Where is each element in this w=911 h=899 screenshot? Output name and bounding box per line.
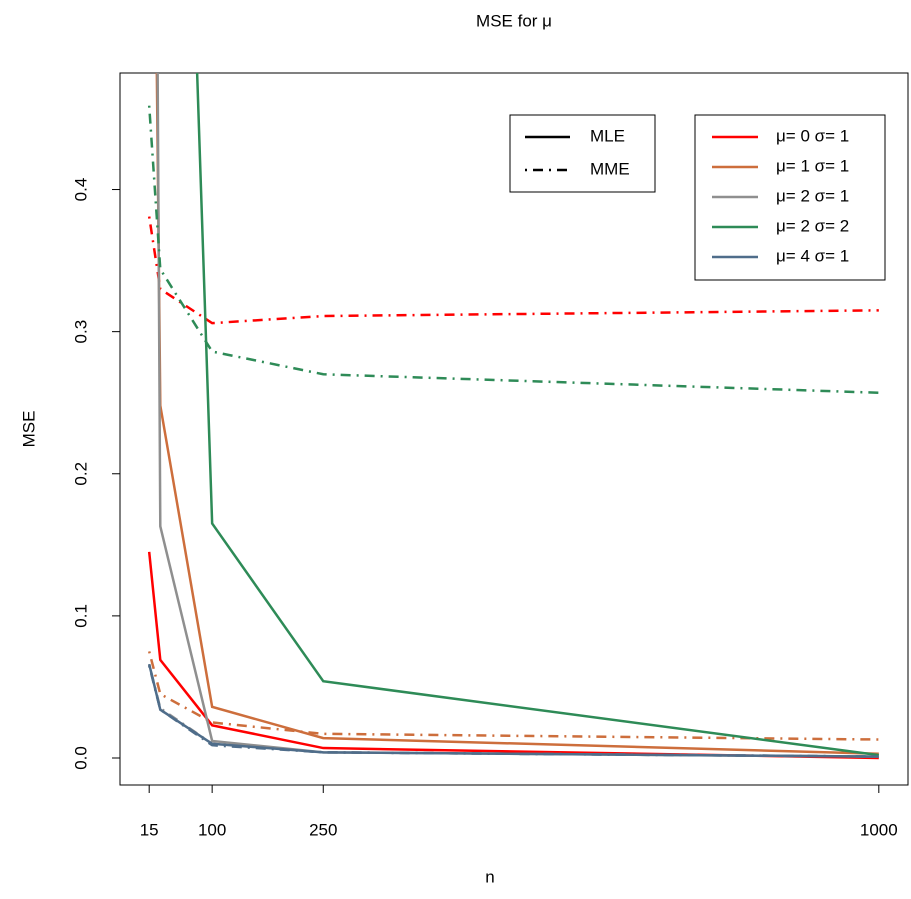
legend-label: μ= 4 σ= 1 (776, 246, 849, 265)
y-tick-label: 0.4 (71, 178, 90, 202)
legend-box (509, 114, 656, 193)
x-tick-label: 15 (140, 820, 159, 839)
chart-title: MSE for μ (476, 11, 552, 30)
y-tick-label: 0.1 (71, 604, 90, 628)
data-line (195, 73, 879, 757)
data-line (147, 105, 879, 395)
y-tick-label: 0.3 (71, 320, 90, 344)
x-tick-label: 100 (198, 820, 226, 839)
x-tick-label: 1000 (860, 820, 898, 839)
data-line (147, 651, 879, 741)
y-tick-label: 0.0 (71, 746, 90, 770)
x-axis-label: n (485, 867, 494, 886)
legend-label: μ= 2 σ= 1 (776, 186, 849, 205)
data-line (155, 73, 879, 755)
legend-label: MME (590, 159, 630, 178)
data-line (147, 216, 879, 325)
plot-area (147, 73, 879, 760)
y-axis-label: MSE (19, 411, 38, 448)
data-line (147, 551, 879, 760)
data-line (156, 73, 879, 758)
data-line (147, 665, 879, 758)
legend-label: μ= 0 σ= 1 (776, 126, 849, 145)
legend-label: μ= 2 σ= 2 (776, 216, 849, 235)
y-tick-label: 0.2 (71, 462, 90, 486)
x-tick-label: 250 (309, 820, 337, 839)
legend-label: μ= 1 σ= 1 (776, 156, 849, 175)
legend-label: MLE (590, 126, 625, 145)
